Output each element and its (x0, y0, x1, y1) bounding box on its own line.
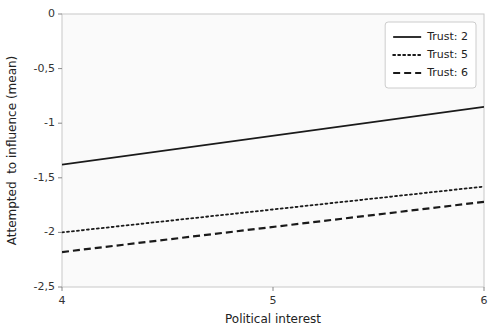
legend-swatch (393, 54, 421, 56)
chart: 0 -0,5 -1 -1,5 -2 -2,5 4 5 6 Political interest At… (0, 0, 500, 333)
tick-label: -1,5 (34, 171, 55, 184)
series-line (62, 107, 484, 165)
tick-mark (484, 287, 485, 291)
tick-label: -2,5 (34, 280, 55, 293)
legend-box (385, 22, 476, 88)
tick-label: -2 (44, 225, 55, 238)
legend-label: Trust: 5 (426, 48, 468, 61)
tick-mark (58, 232, 62, 233)
y-axis-label: Attempted to influence (mean) (5, 56, 19, 246)
tick-mark (273, 287, 274, 291)
tick-label: 0 (48, 7, 55, 20)
tick-mark (58, 14, 62, 15)
legend: Trust: 2 Trust: 5 Trust: 6 (385, 22, 476, 88)
legend-swatch (393, 72, 421, 74)
x-axis-label: Political interest (225, 312, 321, 326)
legend-swatch (393, 36, 421, 38)
tick-label: 6 (481, 294, 488, 307)
tick-mark (58, 177, 62, 178)
tick-label: -1 (44, 116, 55, 129)
tick-mark (58, 287, 62, 288)
plot-frame (62, 14, 484, 287)
legend-label: Trust: 2 (426, 30, 468, 43)
tick-mark (58, 123, 62, 124)
lines (62, 107, 484, 252)
tick-mark (62, 287, 63, 291)
tick-label: 4 (59, 294, 66, 307)
series-line (62, 202, 484, 252)
series-line (62, 187, 484, 233)
legend-label: Trust: 6 (426, 66, 468, 79)
tick-mark (58, 68, 62, 69)
tick-label: 5 (270, 294, 277, 307)
tick-label: -0,5 (34, 62, 55, 75)
